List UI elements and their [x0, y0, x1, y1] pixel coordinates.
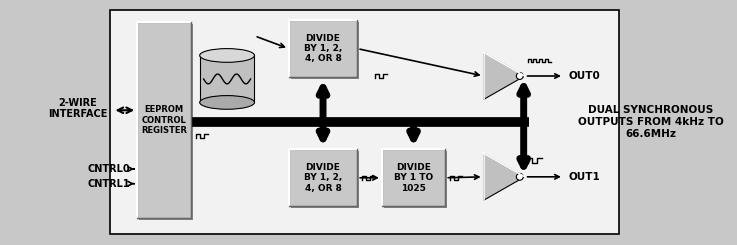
Bar	[290, 151, 359, 208]
Text: DUAL SYNCHRONOUS
OUTPUTS FROM 4kHz TO
66.6MHz: DUAL SYNCHRONOUS OUTPUTS FROM 4kHz TO 66…	[578, 105, 724, 139]
Text: DIVIDE
BY 1, 2,
4, OR 8: DIVIDE BY 1, 2, 4, OR 8	[304, 163, 342, 193]
Bar	[289, 149, 357, 206]
Text: EEPROM
CONTROL
REGISTER: EEPROM CONTROL REGISTER	[141, 105, 187, 135]
Circle shape	[517, 173, 523, 180]
Bar	[110, 11, 618, 233]
Text: DIVIDE
BY 1 TO
1025: DIVIDE BY 1 TO 1025	[394, 163, 433, 193]
Bar	[290, 22, 359, 79]
Bar	[200, 55, 254, 102]
Text: DIVIDE
BY 1, 2,
4, OR 8: DIVIDE BY 1, 2, 4, OR 8	[304, 34, 342, 63]
Polygon shape	[483, 52, 525, 99]
Bar	[137, 22, 191, 218]
Text: OUT0: OUT0	[569, 71, 601, 81]
Ellipse shape	[200, 96, 254, 109]
Bar	[289, 20, 357, 77]
Text: OUT1: OUT1	[569, 172, 601, 182]
Text: 2-WIRE
INTERFACE: 2-WIRE INTERFACE	[49, 98, 108, 119]
Bar	[139, 24, 193, 220]
Ellipse shape	[200, 49, 254, 62]
Circle shape	[517, 73, 523, 79]
Text: CNTRL0: CNTRL0	[88, 164, 130, 174]
Bar	[384, 151, 447, 208]
Text: CNTRL1: CNTRL1	[88, 179, 130, 189]
Bar	[382, 149, 445, 206]
Polygon shape	[483, 153, 525, 200]
